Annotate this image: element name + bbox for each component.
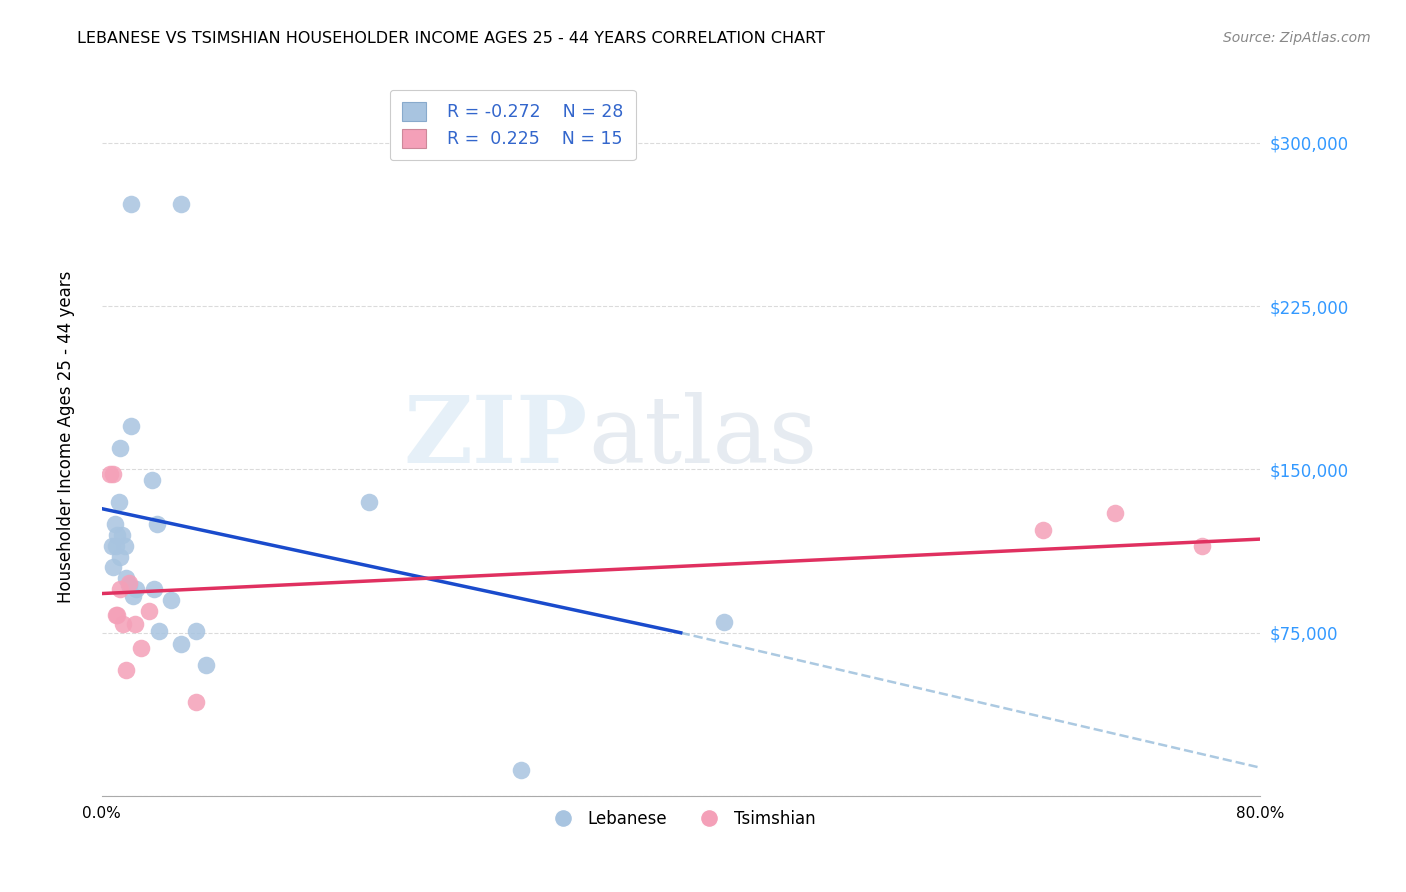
Point bbox=[125, 582, 148, 597]
Point bbox=[100, 539, 122, 553]
Point bbox=[170, 196, 193, 211]
Point bbox=[359, 495, 381, 509]
Point bbox=[107, 528, 129, 542]
Point bbox=[114, 539, 136, 553]
Point bbox=[118, 575, 141, 590]
Point bbox=[101, 467, 124, 481]
Point bbox=[1191, 539, 1213, 553]
Point bbox=[122, 589, 145, 603]
Point bbox=[105, 539, 128, 553]
Point bbox=[145, 516, 167, 531]
Legend: Lebanese, Tsimshian: Lebanese, Tsimshian bbox=[540, 803, 823, 835]
Point bbox=[118, 578, 141, 592]
Point bbox=[713, 615, 735, 629]
Point bbox=[160, 593, 183, 607]
Point bbox=[138, 604, 160, 618]
Point bbox=[1104, 506, 1126, 520]
Point bbox=[124, 617, 146, 632]
Point bbox=[1032, 524, 1054, 538]
Point bbox=[170, 637, 193, 651]
Point bbox=[141, 473, 163, 487]
Point bbox=[110, 582, 132, 597]
Point bbox=[101, 560, 124, 574]
Point bbox=[120, 196, 142, 211]
Text: Source: ZipAtlas.com: Source: ZipAtlas.com bbox=[1223, 31, 1371, 45]
Point bbox=[115, 663, 138, 677]
Point bbox=[104, 516, 127, 531]
Text: ZIP: ZIP bbox=[404, 392, 588, 482]
Point bbox=[112, 617, 135, 632]
Point bbox=[184, 624, 207, 638]
Point bbox=[129, 640, 152, 655]
Point bbox=[510, 763, 533, 777]
Point bbox=[115, 571, 138, 585]
Point bbox=[194, 658, 217, 673]
Point bbox=[120, 418, 142, 433]
Y-axis label: Householder Income Ages 25 - 44 years: Householder Income Ages 25 - 44 years bbox=[58, 270, 75, 603]
Point bbox=[105, 608, 128, 623]
Point bbox=[98, 467, 121, 481]
Point bbox=[184, 695, 207, 709]
Text: atlas: atlas bbox=[588, 392, 817, 482]
Point bbox=[142, 582, 165, 597]
Point bbox=[148, 624, 170, 638]
Point bbox=[107, 608, 129, 623]
Text: LEBANESE VS TSIMSHIAN HOUSEHOLDER INCOME AGES 25 - 44 YEARS CORRELATION CHART: LEBANESE VS TSIMSHIAN HOUSEHOLDER INCOME… bbox=[77, 31, 825, 46]
Point bbox=[110, 549, 132, 564]
Point bbox=[111, 528, 134, 542]
Point bbox=[110, 441, 132, 455]
Point bbox=[108, 495, 131, 509]
